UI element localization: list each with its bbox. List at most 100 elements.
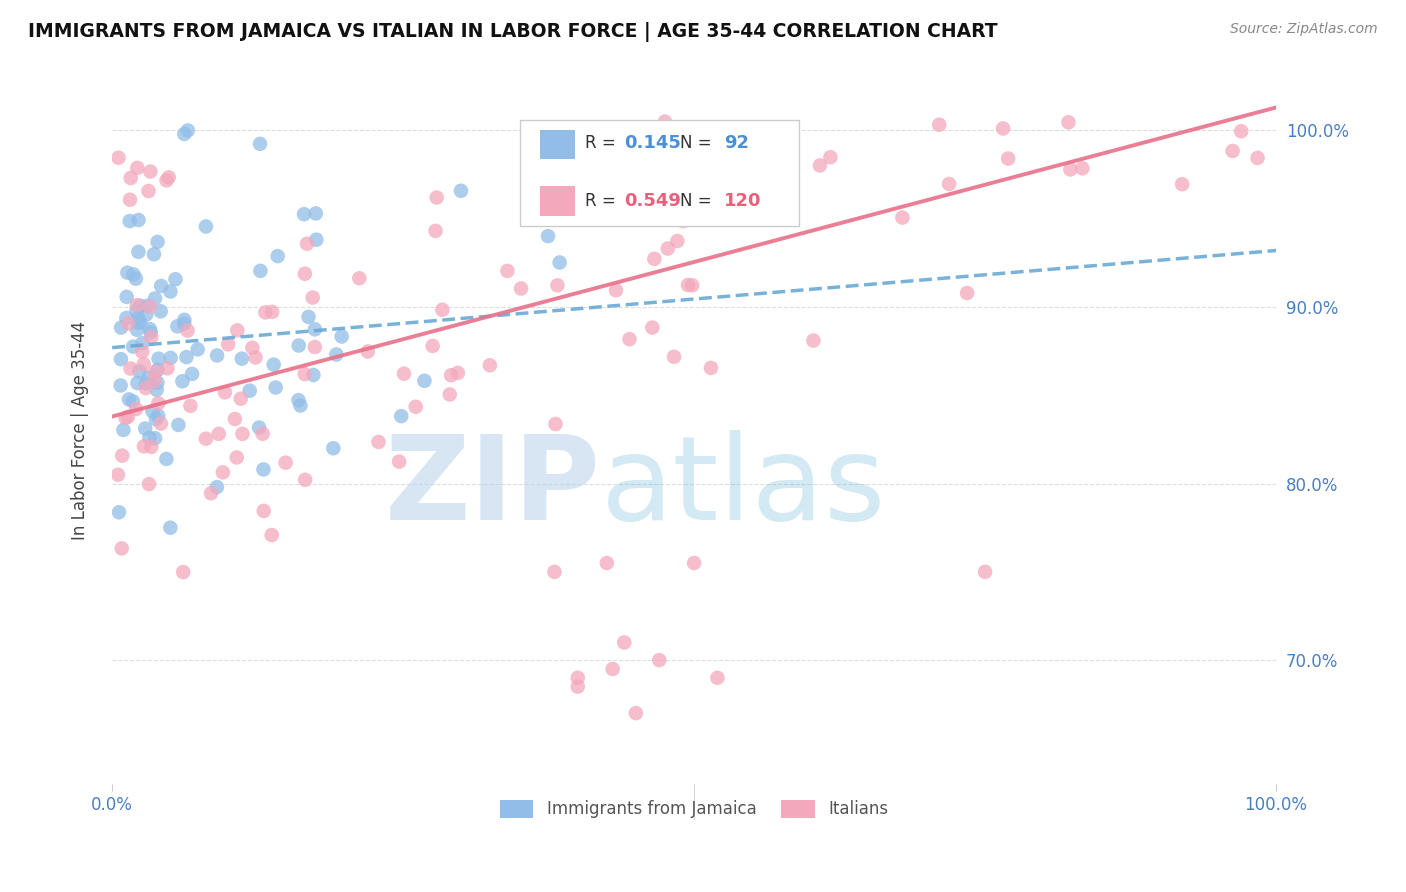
FancyBboxPatch shape [520, 120, 799, 226]
Point [127, 244, 149, 259]
Point [613, 635, 636, 649]
Point [143, 431, 166, 445]
Point [157, 170, 180, 185]
Point [643, 252, 665, 266]
Point [205, 480, 228, 494]
Point [1057, 115, 1080, 129]
Point [654, 114, 676, 128]
Point [141, 440, 163, 454]
Point [159, 351, 181, 365]
Point [422, 339, 444, 353]
Point [290, 399, 312, 413]
Point [122, 340, 145, 354]
Point [247, 420, 270, 434]
Point [478, 359, 501, 373]
Point [357, 344, 380, 359]
Point [305, 206, 328, 220]
Y-axis label: In Labor Force | Age 35-44: In Labor Force | Age 35-44 [72, 321, 89, 541]
Point [440, 368, 463, 383]
Point [706, 671, 728, 685]
Point [118, 392, 141, 407]
Point [172, 565, 194, 579]
Point [110, 352, 132, 367]
Point [254, 305, 277, 319]
Point [304, 322, 326, 336]
Point [762, 162, 785, 177]
Point [129, 315, 152, 329]
Text: Source: ZipAtlas.com: Source: ZipAtlas.com [1230, 22, 1378, 37]
Point [392, 367, 415, 381]
Point [110, 378, 132, 392]
Point [956, 285, 979, 300]
Point [143, 374, 166, 388]
Point [249, 264, 271, 278]
Point [143, 365, 166, 379]
Point [432, 302, 454, 317]
Point [231, 351, 253, 366]
Point [262, 305, 284, 319]
Point [297, 310, 319, 324]
Point [134, 421, 156, 435]
Point [149, 417, 172, 431]
Point [447, 366, 470, 380]
Point [1246, 151, 1268, 165]
Point [496, 264, 519, 278]
Point [673, 161, 696, 175]
Point [676, 277, 699, 292]
Point [115, 311, 138, 326]
Legend: Immigrants from Jamaica, Italians: Immigrants from Jamaica, Italians [494, 793, 894, 825]
Point [200, 486, 222, 500]
Point [141, 330, 163, 344]
Point [274, 456, 297, 470]
Point [118, 193, 141, 207]
Point [145, 412, 167, 426]
Point [135, 381, 157, 395]
Text: 120: 120 [724, 192, 762, 210]
Point [194, 219, 217, 234]
Point [537, 229, 560, 244]
Point [125, 298, 148, 312]
Point [292, 207, 315, 221]
Point [405, 400, 427, 414]
Point [662, 205, 685, 219]
Point [166, 319, 188, 334]
Point [662, 206, 685, 220]
Point [217, 337, 239, 351]
Point [388, 454, 411, 468]
Point [657, 242, 679, 256]
Point [108, 505, 131, 519]
Point [657, 178, 679, 193]
Point [139, 326, 162, 340]
FancyBboxPatch shape [540, 186, 575, 216]
Point [260, 528, 283, 542]
Text: R =: R = [585, 134, 620, 153]
Point [974, 565, 997, 579]
Point [159, 521, 181, 535]
Point [159, 285, 181, 299]
Point [165, 272, 187, 286]
Point [295, 236, 318, 251]
Point [648, 653, 671, 667]
Point [117, 409, 139, 424]
Point [148, 351, 170, 366]
Point [225, 450, 247, 465]
Point [450, 184, 472, 198]
Point [264, 380, 287, 394]
Point [143, 247, 166, 261]
Point [938, 177, 960, 191]
Point [671, 177, 693, 191]
Point [135, 376, 157, 391]
Point [127, 376, 149, 390]
Point [214, 385, 236, 400]
Point [181, 367, 204, 381]
Point [120, 171, 142, 186]
Point [229, 392, 252, 406]
Point [118, 214, 141, 228]
Point [117, 266, 139, 280]
Point [138, 184, 160, 198]
Point [187, 343, 209, 357]
Point [249, 136, 271, 151]
Point [127, 161, 149, 175]
Point [426, 190, 449, 204]
Point [205, 348, 228, 362]
